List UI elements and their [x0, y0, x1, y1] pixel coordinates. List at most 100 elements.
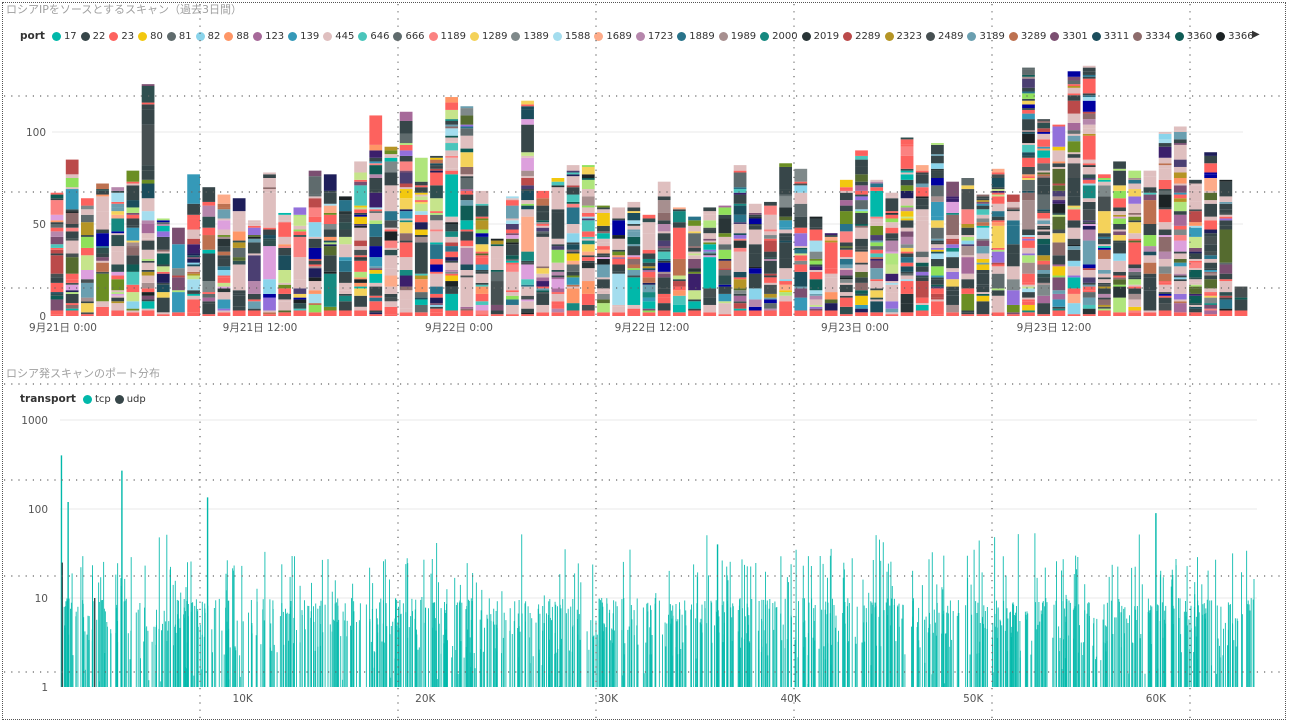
bar-stack — [96, 183, 109, 316]
legend-item[interactable]: 1989 — [718, 31, 756, 42]
legend-item[interactable]: 3301 — [1050, 31, 1088, 42]
bar-stack — [65, 159, 79, 316]
legend-item[interactable]: 3366 — [1216, 31, 1254, 42]
bar-segment — [627, 244, 641, 247]
legend-item[interactable]: udp — [114, 394, 146, 405]
port-distribution-visual[interactable]: ロシア発スキャンのポート分布 transport tcp udp 1 10 100 10… — [0, 362, 1290, 717]
bar-segment — [399, 290, 413, 300]
transport-legend[interactable]: transport tcp udp — [20, 391, 150, 407]
bar-segment — [946, 244, 959, 248]
bar-segment — [536, 312, 550, 316]
legend-item[interactable]: 1689 — [594, 31, 632, 42]
bar-segment — [323, 174, 337, 191]
triangle-right-icon[interactable]: ▶ — [1252, 29, 1260, 40]
bar-segment — [703, 238, 717, 241]
bar-segment — [141, 102, 155, 105]
bar-segment — [1006, 244, 1020, 254]
legend-item[interactable]: 123 — [253, 31, 284, 42]
bar-segment — [824, 233, 838, 236]
bar-segment — [80, 247, 94, 256]
bar-segment — [991, 273, 1005, 289]
bar-segment — [976, 205, 990, 210]
bar-segment — [460, 275, 474, 278]
bar-segment — [961, 255, 975, 258]
bar-segment — [1128, 275, 1142, 278]
bar-segment — [536, 236, 550, 267]
bar-segment — [354, 249, 367, 256]
legend-item[interactable]: 445 — [323, 31, 354, 42]
legend-item[interactable]: 1889 — [677, 31, 715, 42]
legend-item[interactable]: 646 — [358, 31, 389, 42]
legend-item[interactable]: 2289 — [843, 31, 881, 42]
legend-item[interactable]: 2000 — [760, 31, 798, 42]
bar-segment — [399, 257, 413, 270]
bar-segment — [460, 246, 474, 248]
bar-stack — [1219, 179, 1233, 316]
bar-segment — [399, 143, 413, 145]
legend-item[interactable]: 1723 — [635, 31, 673, 42]
bar-segment — [475, 284, 489, 287]
bar-segment — [263, 192, 276, 228]
legend-item[interactable]: 81 — [166, 31, 192, 42]
bar-segment — [581, 310, 595, 316]
bar-segment — [991, 203, 1005, 212]
bar-segment — [445, 257, 459, 261]
bar-segment — [885, 214, 899, 219]
legend-item[interactable]: 2489 — [925, 31, 963, 42]
bar-segment — [354, 181, 367, 186]
legend-item[interactable]: 88 — [224, 31, 249, 42]
legend-item[interactable]: 80 — [138, 31, 163, 42]
legend-item[interactable]: 3289 — [1008, 31, 1046, 42]
bar-segment — [1098, 236, 1111, 239]
legend-item[interactable]: 139 — [288, 31, 319, 42]
bar-segment — [1022, 144, 1035, 153]
bar-segment — [1204, 155, 1218, 164]
bar-segment — [1052, 124, 1066, 127]
bar-segment — [1022, 152, 1035, 156]
bar-segment — [1098, 174, 1111, 178]
legend-item[interactable]: 22 — [80, 31, 105, 42]
bar-segment — [794, 203, 808, 217]
bar-segment — [80, 255, 94, 270]
bar-segment — [718, 205, 732, 208]
bar-segment — [50, 314, 64, 316]
bar-segment — [126, 312, 140, 316]
legend-item[interactable]: 1189 — [428, 31, 466, 42]
stacked-bar-visual[interactable]: ロシアIPをソースとするスキャン（過去3日間） port 17 22 23 80 81 8… — [0, 0, 1290, 350]
legend-item[interactable]: 2019 — [801, 31, 839, 42]
bar-segment — [885, 218, 899, 223]
legend-item[interactable]: 3360 — [1174, 31, 1212, 42]
legend-item[interactable]: 3311 — [1091, 31, 1129, 42]
bar-segment — [65, 159, 79, 175]
legend-item[interactable]: tcp — [82, 394, 111, 405]
bar-segment — [870, 258, 884, 261]
legend-item[interactable]: 2323 — [884, 30, 922, 42]
bar-segment — [1189, 268, 1202, 270]
bar-segment — [900, 216, 914, 219]
bar-segment — [1098, 246, 1111, 248]
legend-item[interactable]: 1289 — [470, 31, 507, 42]
bar-segment — [855, 264, 868, 272]
bar-segment — [991, 211, 1005, 217]
bar-segment — [65, 293, 79, 304]
bar-segment — [202, 297, 216, 302]
legend-item[interactable]: 1389 — [511, 31, 549, 42]
bar-segment — [1052, 275, 1066, 278]
bar-segment — [475, 273, 489, 283]
legend-item[interactable]: 1588 — [552, 31, 590, 42]
legend-label: 2323 — [896, 30, 922, 42]
bar-segment — [308, 312, 322, 316]
bar-segment — [809, 260, 823, 265]
legend-item[interactable]: 17 — [51, 31, 77, 42]
bar-segment — [900, 155, 914, 169]
legend-item[interactable]: 3334 — [1133, 31, 1171, 42]
bar-segment — [976, 284, 990, 287]
bar-segment — [399, 120, 413, 134]
x-tick-label: 60K — [1146, 693, 1167, 705]
legend-item[interactable]: 23 — [109, 31, 134, 42]
bar-segment — [1098, 308, 1111, 311]
bar-stack — [1189, 179, 1202, 316]
bar-segment — [1067, 87, 1081, 94]
bar-segment — [536, 273, 550, 278]
bar-segment — [506, 205, 519, 219]
